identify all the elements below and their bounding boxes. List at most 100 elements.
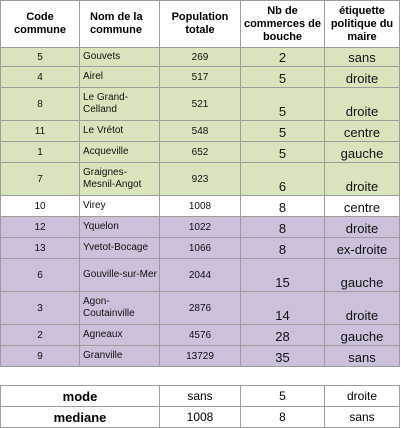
cell-population[interactable]: 13729 xyxy=(159,345,241,367)
stat-etiquette[interactable]: droite xyxy=(324,385,400,407)
cell-nom[interactable]: Le Grand-Celland xyxy=(79,87,160,121)
table-row: 3 Agon-Coutainville 2876 14 droite xyxy=(0,291,400,325)
cell-population[interactable]: 1022 xyxy=(159,216,241,238)
cell-nom[interactable]: Yvetot-Bocage xyxy=(79,237,160,259)
header-nom[interactable]: Nom de la commune xyxy=(79,0,160,48)
cell-population[interactable]: 269 xyxy=(159,47,241,67)
cell-nom[interactable]: Yquelon xyxy=(79,216,160,238)
cell-etiquette[interactable]: gauche xyxy=(324,141,400,163)
cell-etiquette[interactable]: droite xyxy=(324,216,400,238)
header-commerces[interactable]: Nb de commerces de bouche xyxy=(240,0,325,48)
cell-commerces[interactable]: 5 xyxy=(240,66,325,88)
blank-cell[interactable] xyxy=(0,366,80,386)
cell-commerces[interactable]: 5 xyxy=(240,120,325,142)
cell-commerces[interactable]: 2 xyxy=(240,47,325,67)
cell-nom[interactable]: Gouvets xyxy=(79,47,160,67)
cell-etiquette[interactable]: droite xyxy=(324,87,400,121)
cell-population[interactable]: 2876 xyxy=(159,291,241,325)
cell-code[interactable]: 10 xyxy=(0,195,80,217)
cell-commerces[interactable]: 8 xyxy=(240,216,325,238)
cell-etiquette[interactable]: gauche xyxy=(324,324,400,346)
header-code[interactable]: Code commune xyxy=(0,0,80,48)
cell-code[interactable]: 12 xyxy=(0,216,80,238)
stat-row-mode: mode sans 5 droite xyxy=(0,385,400,407)
cell-population[interactable]: 548 xyxy=(159,120,241,142)
cell-population[interactable]: 1066 xyxy=(159,237,241,259)
cell-commerces[interactable]: 15 xyxy=(240,258,325,292)
cell-etiquette[interactable]: ex-droite xyxy=(324,237,400,259)
cell-commerces[interactable]: 5 xyxy=(240,87,325,121)
table-row: 9 Granville 13729 35 sans xyxy=(0,345,400,367)
cell-code[interactable]: 6 xyxy=(0,258,80,292)
table-row: 13 Yvetot-Bocage 1066 8 ex-droite xyxy=(0,237,400,259)
cell-commerces[interactable]: 28 xyxy=(240,324,325,346)
cell-code[interactable]: 7 xyxy=(0,162,80,196)
cell-nom[interactable]: Virey xyxy=(79,195,160,217)
header-population[interactable]: Population totale xyxy=(159,0,241,48)
cell-etiquette[interactable]: gauche xyxy=(324,258,400,292)
stat-population[interactable]: sans xyxy=(159,385,241,407)
stat-row-mediane: mediane 1008 8 sans xyxy=(0,406,400,428)
cell-code[interactable]: 3 xyxy=(0,291,80,325)
stat-label[interactable]: mediane xyxy=(0,406,160,428)
cell-population[interactable]: 1008 xyxy=(159,195,241,217)
stat-commerces[interactable]: 5 xyxy=(240,385,325,407)
blank-cell[interactable] xyxy=(79,366,160,386)
cell-code[interactable]: 5 xyxy=(0,47,80,67)
cell-commerces[interactable]: 6 xyxy=(240,162,325,196)
table-row: 8 Le Grand-Celland 521 5 droite xyxy=(0,87,400,121)
blank-cell[interactable] xyxy=(240,366,325,386)
header-etiquette[interactable]: étiquette politique du maire xyxy=(324,0,400,48)
table-row: 12 Yquelon 1022 8 droite xyxy=(0,216,400,238)
table-row: 7 Graignes-Mesnil-Angot 923 6 droite xyxy=(0,162,400,196)
cell-nom[interactable]: Granville xyxy=(79,345,160,367)
cell-commerces[interactable]: 8 xyxy=(240,195,325,217)
table-row: 5 Gouvets 269 2 sans xyxy=(0,47,400,67)
header-row: Code commune Nom de la commune Populatio… xyxy=(0,0,400,48)
cell-nom[interactable]: Airel xyxy=(79,66,160,88)
cell-nom[interactable]: Agon-Coutainville xyxy=(79,291,160,325)
cell-population[interactable]: 517 xyxy=(159,66,241,88)
cell-etiquette[interactable]: centre xyxy=(324,195,400,217)
cell-code[interactable]: 9 xyxy=(0,345,80,367)
cell-etiquette[interactable]: droite xyxy=(324,66,400,88)
stat-population[interactable]: 1008 xyxy=(159,406,241,428)
cell-population[interactable]: 4576 xyxy=(159,324,241,346)
cell-population[interactable]: 521 xyxy=(159,87,241,121)
table-row: 1 Acqueville 652 5 gauche xyxy=(0,141,400,163)
cell-commerces[interactable]: 14 xyxy=(240,291,325,325)
cell-code[interactable]: 1 xyxy=(0,141,80,163)
stat-commerces[interactable]: 8 xyxy=(240,406,325,428)
blank-row xyxy=(0,366,400,386)
cell-etiquette[interactable]: sans xyxy=(324,47,400,67)
cell-nom[interactable]: Gouville-sur-Mer xyxy=(79,258,160,292)
cell-code[interactable]: 4 xyxy=(0,66,80,88)
cell-nom[interactable]: Acqueville xyxy=(79,141,160,163)
table-row: 2 Agneaux 4576 28 gauche xyxy=(0,324,400,346)
cell-population[interactable]: 923 xyxy=(159,162,241,196)
blank-cell[interactable] xyxy=(324,366,400,386)
cell-etiquette[interactable]: centre xyxy=(324,120,400,142)
blank-cell[interactable] xyxy=(159,366,241,386)
cell-code[interactable]: 13 xyxy=(0,237,80,259)
cell-nom[interactable]: Le Vrétot xyxy=(79,120,160,142)
cell-commerces[interactable]: 8 xyxy=(240,237,325,259)
cell-etiquette[interactable]: sans xyxy=(324,345,400,367)
cell-population[interactable]: 2044 xyxy=(159,258,241,292)
cell-nom[interactable]: Graignes-Mesnil-Angot xyxy=(79,162,160,196)
table-row: 4 Airel 517 5 droite xyxy=(0,66,400,88)
cell-code[interactable]: 2 xyxy=(0,324,80,346)
cell-code[interactable]: 11 xyxy=(0,120,80,142)
cell-population[interactable]: 652 xyxy=(159,141,241,163)
stat-label[interactable]: mode xyxy=(0,385,160,407)
table-row: 6 Gouville-sur-Mer 2044 15 gauche xyxy=(0,258,400,292)
cell-etiquette[interactable]: droite xyxy=(324,162,400,196)
cell-nom[interactable]: Agneaux xyxy=(79,324,160,346)
cell-commerces[interactable]: 35 xyxy=(240,345,325,367)
stat-etiquette[interactable]: sans xyxy=(324,406,400,428)
cell-code[interactable]: 8 xyxy=(0,87,80,121)
cell-etiquette[interactable]: droite xyxy=(324,291,400,325)
cell-commerces[interactable]: 5 xyxy=(240,141,325,163)
